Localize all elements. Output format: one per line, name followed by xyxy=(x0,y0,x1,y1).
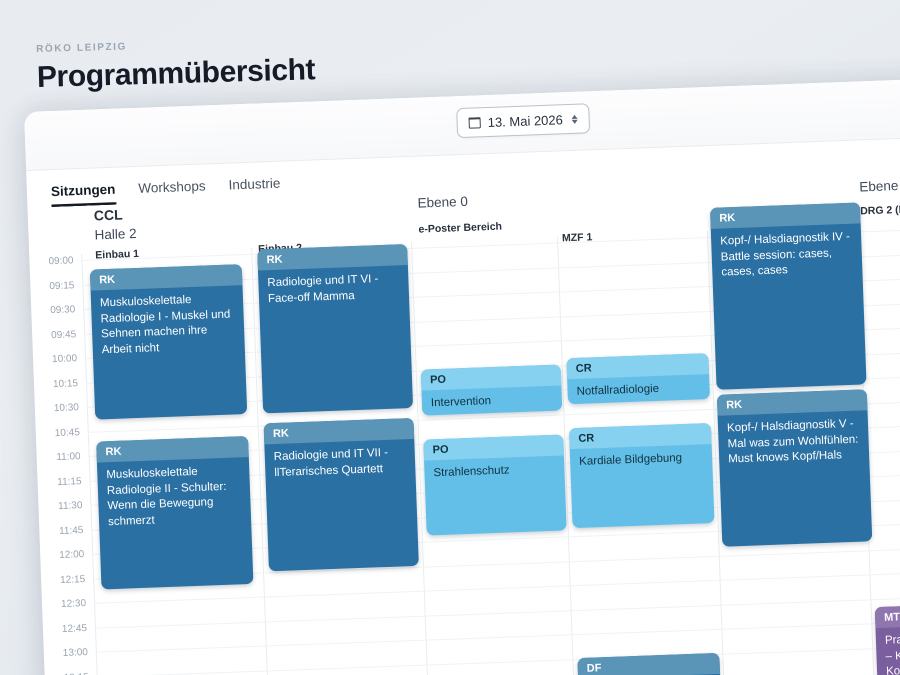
time-label: 11:45 xyxy=(58,524,84,537)
tab-workshops[interactable]: Workshops xyxy=(138,178,206,196)
session-card[interactable]: PO Strahlenschutz xyxy=(423,434,567,536)
time-label: 12:15 xyxy=(59,573,86,586)
session-title: Intervention xyxy=(430,395,492,410)
tab-industrie[interactable]: Industrie xyxy=(228,175,281,193)
tab-sitzungen[interactable]: Sitzungen xyxy=(51,182,116,207)
session-title: Kopf-/ Halsdiagnostik V - Mal was zum Wo… xyxy=(726,417,859,466)
session-card[interactable]: RK Kopf-/ Halsdiagnostik IV - Battle ses… xyxy=(709,202,867,390)
session-card[interactable]: CR Kardiale Bildgebung xyxy=(568,423,715,529)
time-label: 10:45 xyxy=(54,426,80,439)
time-label: 13:00 xyxy=(62,647,89,659)
updown-stepper-icon[interactable] xyxy=(571,114,578,124)
session-card[interactable]: PO Intervention xyxy=(420,364,563,416)
session-tag: DF xyxy=(577,652,721,675)
session-card[interactable]: RK Radiologie und IT VII - llTerarisches… xyxy=(263,417,419,572)
time-label: 09:00 xyxy=(48,255,74,268)
session-title: Muskuloskelettale Radiologie II - Schult… xyxy=(106,465,227,528)
session-card[interactable]: RK Muskuloskelettale Radiologie I - Musk… xyxy=(89,264,248,420)
time-label: 12:00 xyxy=(59,549,85,562)
session-tag: MTR-WS 102 xyxy=(874,601,900,629)
grid-line xyxy=(96,641,900,675)
column-header-drg-2: DRG 2 (Bankett 2) xyxy=(859,202,900,218)
page-title: Programmübersicht xyxy=(36,53,316,94)
session-title: Kardiale Bildgebung xyxy=(578,452,683,468)
time-label: 12:45 xyxy=(61,622,88,635)
time-label: 10:30 xyxy=(53,402,80,415)
date-picker[interactable]: 13. Mai 2026 xyxy=(456,103,591,139)
group-label-ebene0: Ebene 0 xyxy=(417,193,469,211)
schedule-grid: CCL Halle 2 Einbau 1 Einbau 2 Ebene 0 e-… xyxy=(28,171,900,675)
session-card[interactable]: RK Radiologie und IT VI - Face-off Mamma xyxy=(257,244,414,414)
time-label: 10:15 xyxy=(52,377,79,390)
session-title: Kopf-/ Halsdiagnostik IV - Battle sessio… xyxy=(719,230,851,279)
session-card[interactable]: MTR-WS 102 Praxisanleiter – Konflikte un… xyxy=(874,601,900,675)
time-label: 09:45 xyxy=(50,328,77,341)
session-card[interactable]: DF Zukunft der Radiologie: fit xyxy=(577,652,724,675)
time-label: 10:00 xyxy=(51,353,78,366)
session-card[interactable]: RK Kopf-/ Halsdiagnostik V - Mal was zum… xyxy=(716,389,873,547)
date-picker-value: 13. Mai 2026 xyxy=(487,111,564,130)
session-title: Radiologie und IT VI - Face-off Mamma xyxy=(267,273,379,305)
time-label: 09:30 xyxy=(50,304,76,317)
session-card[interactable]: CR Notfallradiologie xyxy=(566,353,710,405)
group-sub-halle2: Halle 2 xyxy=(94,225,137,243)
session-title: Praxisanleiter – Konflikte un Konfliktma… xyxy=(884,632,900,675)
event-kicker: RÖKO LEIPZIG xyxy=(36,41,128,55)
session-title: Notfallradiologie xyxy=(576,382,660,398)
session-title: Radiologie und IT VII - llTerarisches Qu… xyxy=(273,446,389,479)
group-label-ebene0-besp: Ebene 0 - Besp xyxy=(859,176,900,195)
time-label: 11:30 xyxy=(57,500,83,513)
time-label: 11:15 xyxy=(57,475,82,488)
session-title: Muskuloskelettale Radiologie I - Muskel … xyxy=(99,293,231,356)
page-header: RÖKO LEIPZIG Programmübersicht xyxy=(36,36,316,95)
session-card[interactable]: RK Muskuloskelettale Radiologie II - Sch… xyxy=(96,436,254,590)
program-panel: 13. Mai 2026 TT Sitzungen Workshops Indu… xyxy=(24,74,900,675)
calendar-icon xyxy=(468,116,481,129)
group-label-ccl: CCL xyxy=(93,206,123,224)
time-label: 09:15 xyxy=(49,279,75,292)
column-header-eposter: e-Poster Bereich xyxy=(418,220,503,236)
time-label: 12:30 xyxy=(60,598,87,610)
time-label: 13:15 xyxy=(49,672,89,675)
session-title: Strahlenschutz xyxy=(433,464,510,480)
time-label: 11:00 xyxy=(56,451,81,464)
